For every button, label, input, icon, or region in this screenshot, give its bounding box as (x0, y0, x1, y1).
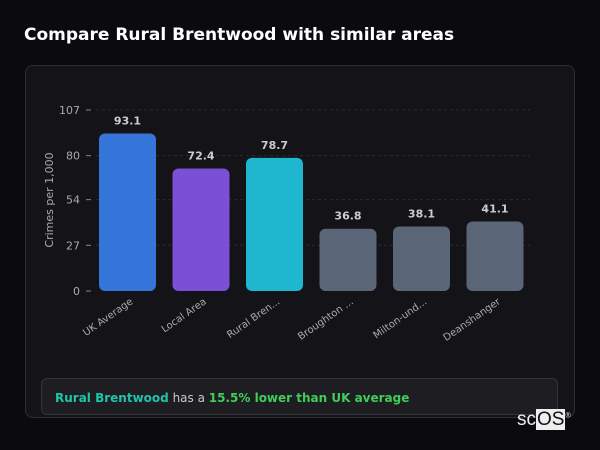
bar (172, 168, 230, 291)
summary-comparison: 15.5% lower than UK average (208, 391, 410, 405)
data-label: 93.1 (114, 115, 141, 128)
y-tick-label: 54 (66, 194, 80, 207)
summary-area: Rural Brentwood (55, 391, 169, 405)
logo: scOS® (517, 409, 571, 430)
y-tick-label: 0 (73, 285, 80, 298)
y-axis-label: Crimes per 1,000 (43, 152, 56, 247)
page-title: Compare Rural Brentwood with similar are… (24, 25, 455, 45)
data-label: 41.1 (481, 202, 508, 215)
bar (466, 221, 524, 291)
data-label: 36.8 (334, 210, 361, 223)
x-tick-label: Milton-und... (372, 296, 430, 341)
bar (99, 133, 156, 291)
x-tick-label: UK Average (81, 296, 135, 338)
bar (246, 157, 303, 291)
bar (319, 228, 377, 291)
y-tick-label: 80 (66, 150, 80, 163)
y-tick-label: 107 (59, 104, 80, 117)
summary-text: has a (168, 391, 209, 405)
y-tick-label: 27 (66, 239, 80, 252)
data-label: 38.1 (408, 208, 435, 221)
x-tick-label: Deanshanger (442, 296, 504, 344)
x-tick-label: Local Area (160, 296, 209, 335)
bar (393, 226, 450, 291)
summary-box: Rural Brentwood has a 15.5% lower than U… (41, 378, 558, 415)
data-label: 78.7 (261, 139, 288, 152)
data-label: 72.4 (187, 150, 214, 163)
x-tick-label: Rural Bren... (225, 296, 282, 340)
x-tick-label: Broughton ... (296, 296, 356, 342)
